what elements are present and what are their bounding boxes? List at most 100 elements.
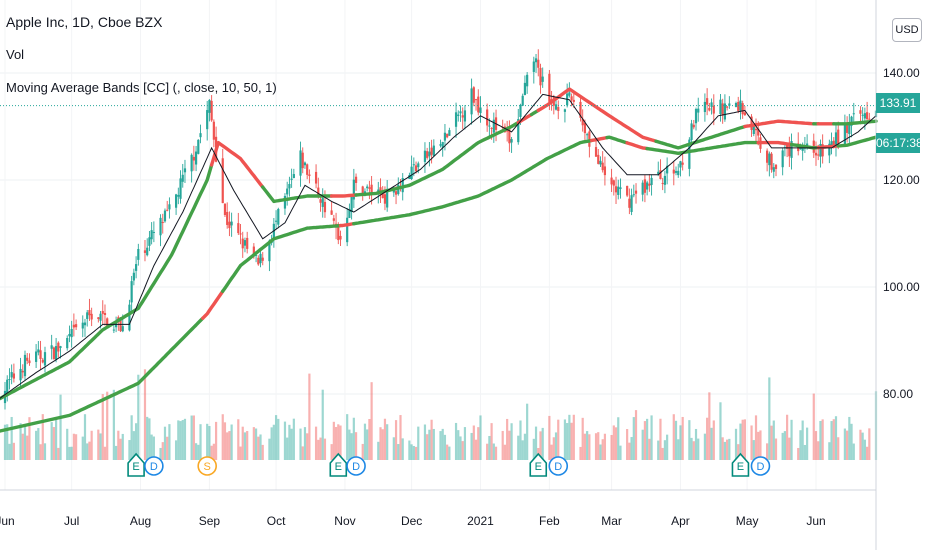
- volume-bar: [570, 422, 573, 460]
- volume-bar: [459, 436, 462, 460]
- time-axis[interactable]: Jun Jul Aug Sep Oct Nov Dec 2021 Feb Mar Apr May Jun: [0, 489, 876, 528]
- symbol-title[interactable]: Apple Inc, 1D, Cboe BZX: [6, 14, 163, 30]
- earnings-marker[interactable]: E: [127, 452, 145, 477]
- volume-bar: [479, 415, 482, 460]
- dividend-marker[interactable]: D: [144, 456, 164, 476]
- candle-body: [119, 319, 122, 332]
- candle-body: [750, 116, 753, 130]
- candle-body: [586, 134, 589, 136]
- volume-bar: [392, 437, 395, 460]
- candle-body: [728, 103, 731, 106]
- dividend-icon: [346, 456, 366, 476]
- dividend-marker[interactable]: D: [750, 456, 771, 476]
- volume-bar: [532, 438, 535, 460]
- candle-body: [363, 191, 367, 194]
- volume-bar: [454, 422, 458, 460]
- volume-bar: [599, 444, 602, 460]
- candle-body: [354, 176, 358, 183]
- candle-body: [210, 100, 213, 121]
- volume-bar: [226, 432, 229, 460]
- split-marker[interactable]: S: [197, 456, 217, 476]
- event-label: D: [554, 461, 562, 473]
- earnings-marker[interactable]: E: [529, 452, 548, 477]
- mid-band-line: [0, 87, 878, 401]
- volume-bar: [550, 444, 553, 460]
- volume-bar: [283, 421, 287, 460]
- volume-bar: [237, 419, 240, 460]
- volume-bar: [43, 443, 47, 460]
- candle-body: [819, 143, 822, 157]
- volume-bar: [163, 426, 167, 460]
- volume-bar: [679, 425, 682, 460]
- grid: [0, 0, 876, 490]
- volume-legend[interactable]: Vol: [6, 47, 25, 62]
- candle-body: [66, 338, 69, 349]
- volume-bar: [803, 444, 806, 460]
- volume-bar: [526, 403, 529, 460]
- volume-bar: [517, 435, 520, 460]
- dividend-marker[interactable]: D: [346, 456, 366, 476]
- earnings-marker[interactable]: E: [731, 452, 750, 477]
- dividend-marker[interactable]: D: [548, 456, 569, 476]
- volume-bar: [346, 414, 349, 460]
- candle-body: [346, 217, 349, 243]
- volume-bar: [152, 436, 155, 460]
- candle-body: [446, 133, 449, 138]
- candle-body: [143, 250, 147, 253]
- volume-bar: [28, 417, 31, 460]
- candle-body: [159, 217, 162, 236]
- band-segment: [338, 221, 356, 228]
- candle-body: [368, 187, 371, 189]
- candle-body: [430, 147, 433, 155]
- volume-bar: [506, 418, 509, 460]
- volume-bars: [3, 369, 878, 460]
- volume-bar: [308, 373, 311, 460]
- volume-bar: [786, 414, 789, 460]
- candle-body: [439, 144, 442, 146]
- volume-bar: [317, 439, 320, 460]
- candle-body: [772, 167, 775, 172]
- volume-bar: [486, 443, 489, 460]
- candle-body: [677, 170, 680, 176]
- volume-bar: [334, 426, 338, 460]
- volume-bar: [799, 430, 802, 460]
- candle-body: [190, 154, 193, 172]
- volume-bar: [650, 415, 653, 460]
- volume-bar: [352, 417, 355, 460]
- indicator-legend[interactable]: Moving Average Bands [CC] (, close, 10, …: [6, 80, 277, 95]
- volume-bar: [299, 428, 302, 460]
- volume-bar: [270, 427, 273, 460]
- earnings-icon: [127, 452, 145, 477]
- volume-bar: [759, 430, 762, 460]
- volume-bar: [661, 447, 664, 460]
- currency-button[interactable]: USD: [892, 18, 922, 42]
- volume-bar: [410, 444, 413, 460]
- earnings-marker[interactable]: E: [329, 452, 348, 477]
- volume-bar: [212, 443, 215, 460]
- candle-body: [457, 114, 460, 117]
- volume-bar: [474, 439, 478, 460]
- volume-bar: [59, 394, 62, 460]
- candle-body: [163, 210, 167, 222]
- volume-bar: [408, 440, 411, 460]
- volume-bar: [428, 429, 431, 460]
- candle-body: [348, 209, 351, 218]
- candle-body: [806, 143, 809, 146]
- candle-body: [490, 127, 493, 129]
- volume-bar: [206, 423, 209, 460]
- candle-body: [41, 359, 44, 363]
- volume-bar: [766, 443, 769, 460]
- volume-bar: [768, 377, 771, 460]
- volume-bar: [259, 434, 262, 460]
- volume-bar: [432, 428, 435, 460]
- volume-bar: [57, 447, 60, 460]
- candle-body: [274, 220, 278, 222]
- candle-body: [259, 253, 262, 264]
- volume-bar: [414, 446, 418, 460]
- volume-bar: [301, 446, 304, 460]
- candle-body: [228, 221, 231, 229]
- candle-body: [412, 164, 415, 166]
- price-scale[interactable]: 80.00 100.00 120.00 140.00: [875, 0, 920, 550]
